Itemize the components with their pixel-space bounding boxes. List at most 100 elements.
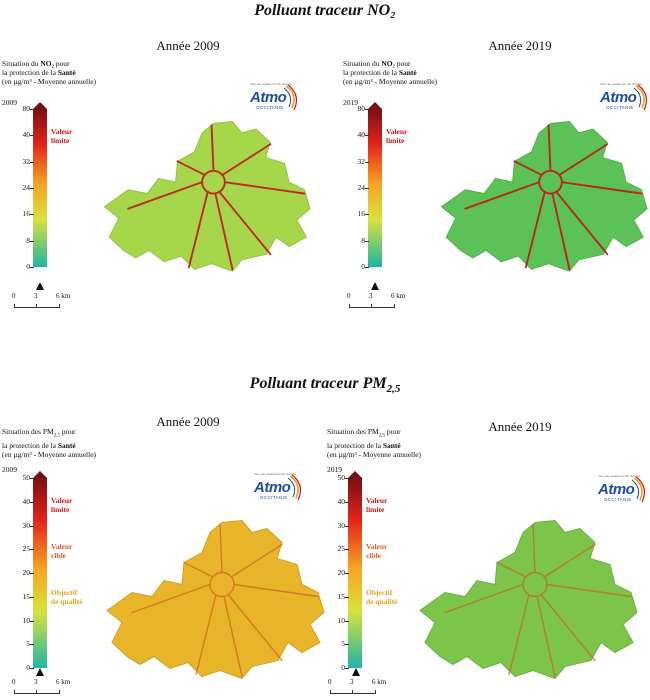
scale-tick-label: 24 <box>357 183 366 192</box>
scale-tick-mark <box>30 161 34 163</box>
atmo-logo: Vers une qualité de l'air durable Atmo OCC… <box>252 470 302 504</box>
zone-label: Valeur limite <box>386 127 408 145</box>
concentration-map <box>419 519 638 680</box>
scale-tick-label: 15 <box>337 591 346 601</box>
logo-tagline: Vers une qualité de l'air durable <box>254 472 296 476</box>
scale-tick-mark <box>30 549 34 551</box>
scale-tick-label: 40 <box>357 130 366 140</box>
km-scale-label: 3 <box>34 678 38 686</box>
atmo-logo: Vers une qualité de l'air durable Atmo OCC… <box>248 80 298 114</box>
scale-tick-mark <box>30 573 34 574</box>
km-scale-mid <box>371 304 372 307</box>
scale-tick-mark <box>30 240 34 242</box>
logo-region: OCCITANIE <box>606 105 634 110</box>
km-scale-mid <box>36 690 37 693</box>
km-scale-label: 3 <box>350 678 354 686</box>
scale-arrow <box>348 471 362 478</box>
logo-swirl-icon <box>283 84 298 111</box>
scale-tick-label: 0 <box>341 663 345 672</box>
km-scale-mid <box>36 304 37 307</box>
logo-tagline: Vers une qualité de l'air durable <box>600 82 642 86</box>
year-title-no2-2009: Année 2009 <box>156 38 220 53</box>
scale-tick-mark <box>30 525 34 527</box>
scale-tick-mark <box>30 109 34 110</box>
year-title-pm25-2009: Année 2009 <box>156 414 220 429</box>
atmo-logo: Vers une qualité de l'air durable Atmo OCC… <box>598 80 648 114</box>
zone-label: Objectif de qualité <box>366 588 398 606</box>
scale-tick-mark <box>30 620 34 622</box>
logo-wordmark: Atmo <box>254 479 291 496</box>
scale-tick-label: 16 <box>357 209 366 219</box>
logo-wordmark: Atmo <box>598 481 635 498</box>
section-title-pm25: Polluant traceur PM2,5 <box>249 375 401 396</box>
scale-tick-mark <box>345 549 349 551</box>
km-scale-bar <box>349 304 395 308</box>
scale-tick-label: 5 <box>26 639 30 649</box>
concentration-map <box>106 519 325 680</box>
km-scale-label: 0 <box>12 292 16 300</box>
scale-tick-label: 30 <box>337 520 346 530</box>
scale-tick-mark <box>345 478 349 479</box>
logo-region: OCCITANIE <box>260 495 288 500</box>
scale-tick-mark <box>30 644 34 646</box>
zone-label: Valeur limite <box>366 496 388 514</box>
year-title-pm25-2019: Année 2019 <box>488 419 552 434</box>
logo-swirl-icon <box>631 476 646 503</box>
section-title-no2: Polluant traceur NO₂ <box>254 2 396 19</box>
logo-swirl-icon <box>633 84 648 111</box>
color-scale-bar <box>368 109 382 267</box>
caption-no2-2019: Situation du NO₂ pour la protection de l… <box>343 59 438 86</box>
scale-tick-label: 8 <box>26 235 30 245</box>
scale-tick-label: 32 <box>357 156 366 166</box>
km-scale-label: 0 <box>347 292 351 300</box>
scale-tick-mark <box>365 214 369 216</box>
north-arrow-icon <box>36 282 44 290</box>
scale-tick-label: 40 <box>22 130 31 140</box>
scale-tick-label: 5 <box>341 639 345 649</box>
scale-tick-mark <box>365 109 369 110</box>
scale-tick-mark <box>345 573 349 574</box>
zone-label: Valeur cible <box>366 542 388 560</box>
scale-tick-mark <box>365 135 369 137</box>
logo-wordmark: Atmo <box>600 89 637 106</box>
zone-label: Valeur limite <box>51 127 73 145</box>
km-scale-label: 6 km <box>372 678 387 686</box>
scale-tick-mark <box>30 668 34 669</box>
north-arrow-icon <box>371 282 379 290</box>
scale-tick-label: 0 <box>26 262 30 271</box>
scale-tick-label: 20 <box>337 568 346 577</box>
scale-tick-mark <box>345 501 349 503</box>
scale-tick-label: 20 <box>22 568 31 577</box>
km-scale-label: 6 km <box>56 678 71 686</box>
scale-tick-label: 50 <box>337 473 346 482</box>
zone-label: Objectif de qualité <box>51 588 83 606</box>
caption-pm25-2009: Situation des PM2,5 pour la protection d… <box>2 427 97 459</box>
scale-tick-mark <box>30 596 34 598</box>
logo-swirl-icon <box>287 474 302 501</box>
concentration-map <box>103 121 311 272</box>
km-scale-bar <box>14 690 60 694</box>
caption-pm25-2019: Situation des PM2,5 pour la protection d… <box>327 427 422 459</box>
scale-tick-label: 0 <box>361 262 365 271</box>
scale-tick-mark <box>365 188 369 189</box>
scale-tick-mark <box>365 161 369 163</box>
scale-arrow <box>33 471 47 478</box>
scale-tick-mark <box>345 644 349 646</box>
year-label-no2-2019: 2019 <box>343 98 358 107</box>
logo-region: OCCITANIE <box>604 497 632 502</box>
logo-tagline: Vers une qualité de l'air durable <box>598 474 640 478</box>
scale-tick-mark <box>365 240 369 242</box>
scale-arrow <box>33 102 47 109</box>
scale-tick-mark <box>30 267 34 268</box>
scale-tick-mark <box>30 188 34 189</box>
color-scale-bar <box>348 478 362 668</box>
north-arrow-icon <box>352 668 360 676</box>
scale-tick-label: 16 <box>22 209 31 219</box>
km-scale-label: 6 km <box>56 292 71 300</box>
logo-region: OCCITANIE <box>256 105 284 110</box>
year-title-no2-2019: Année 2019 <box>488 38 552 53</box>
scale-tick-label: 10 <box>337 615 346 625</box>
scale-tick-mark <box>365 267 369 268</box>
scale-tick-label: 30 <box>22 520 31 530</box>
zone-label: Valeur cible <box>51 542 73 560</box>
